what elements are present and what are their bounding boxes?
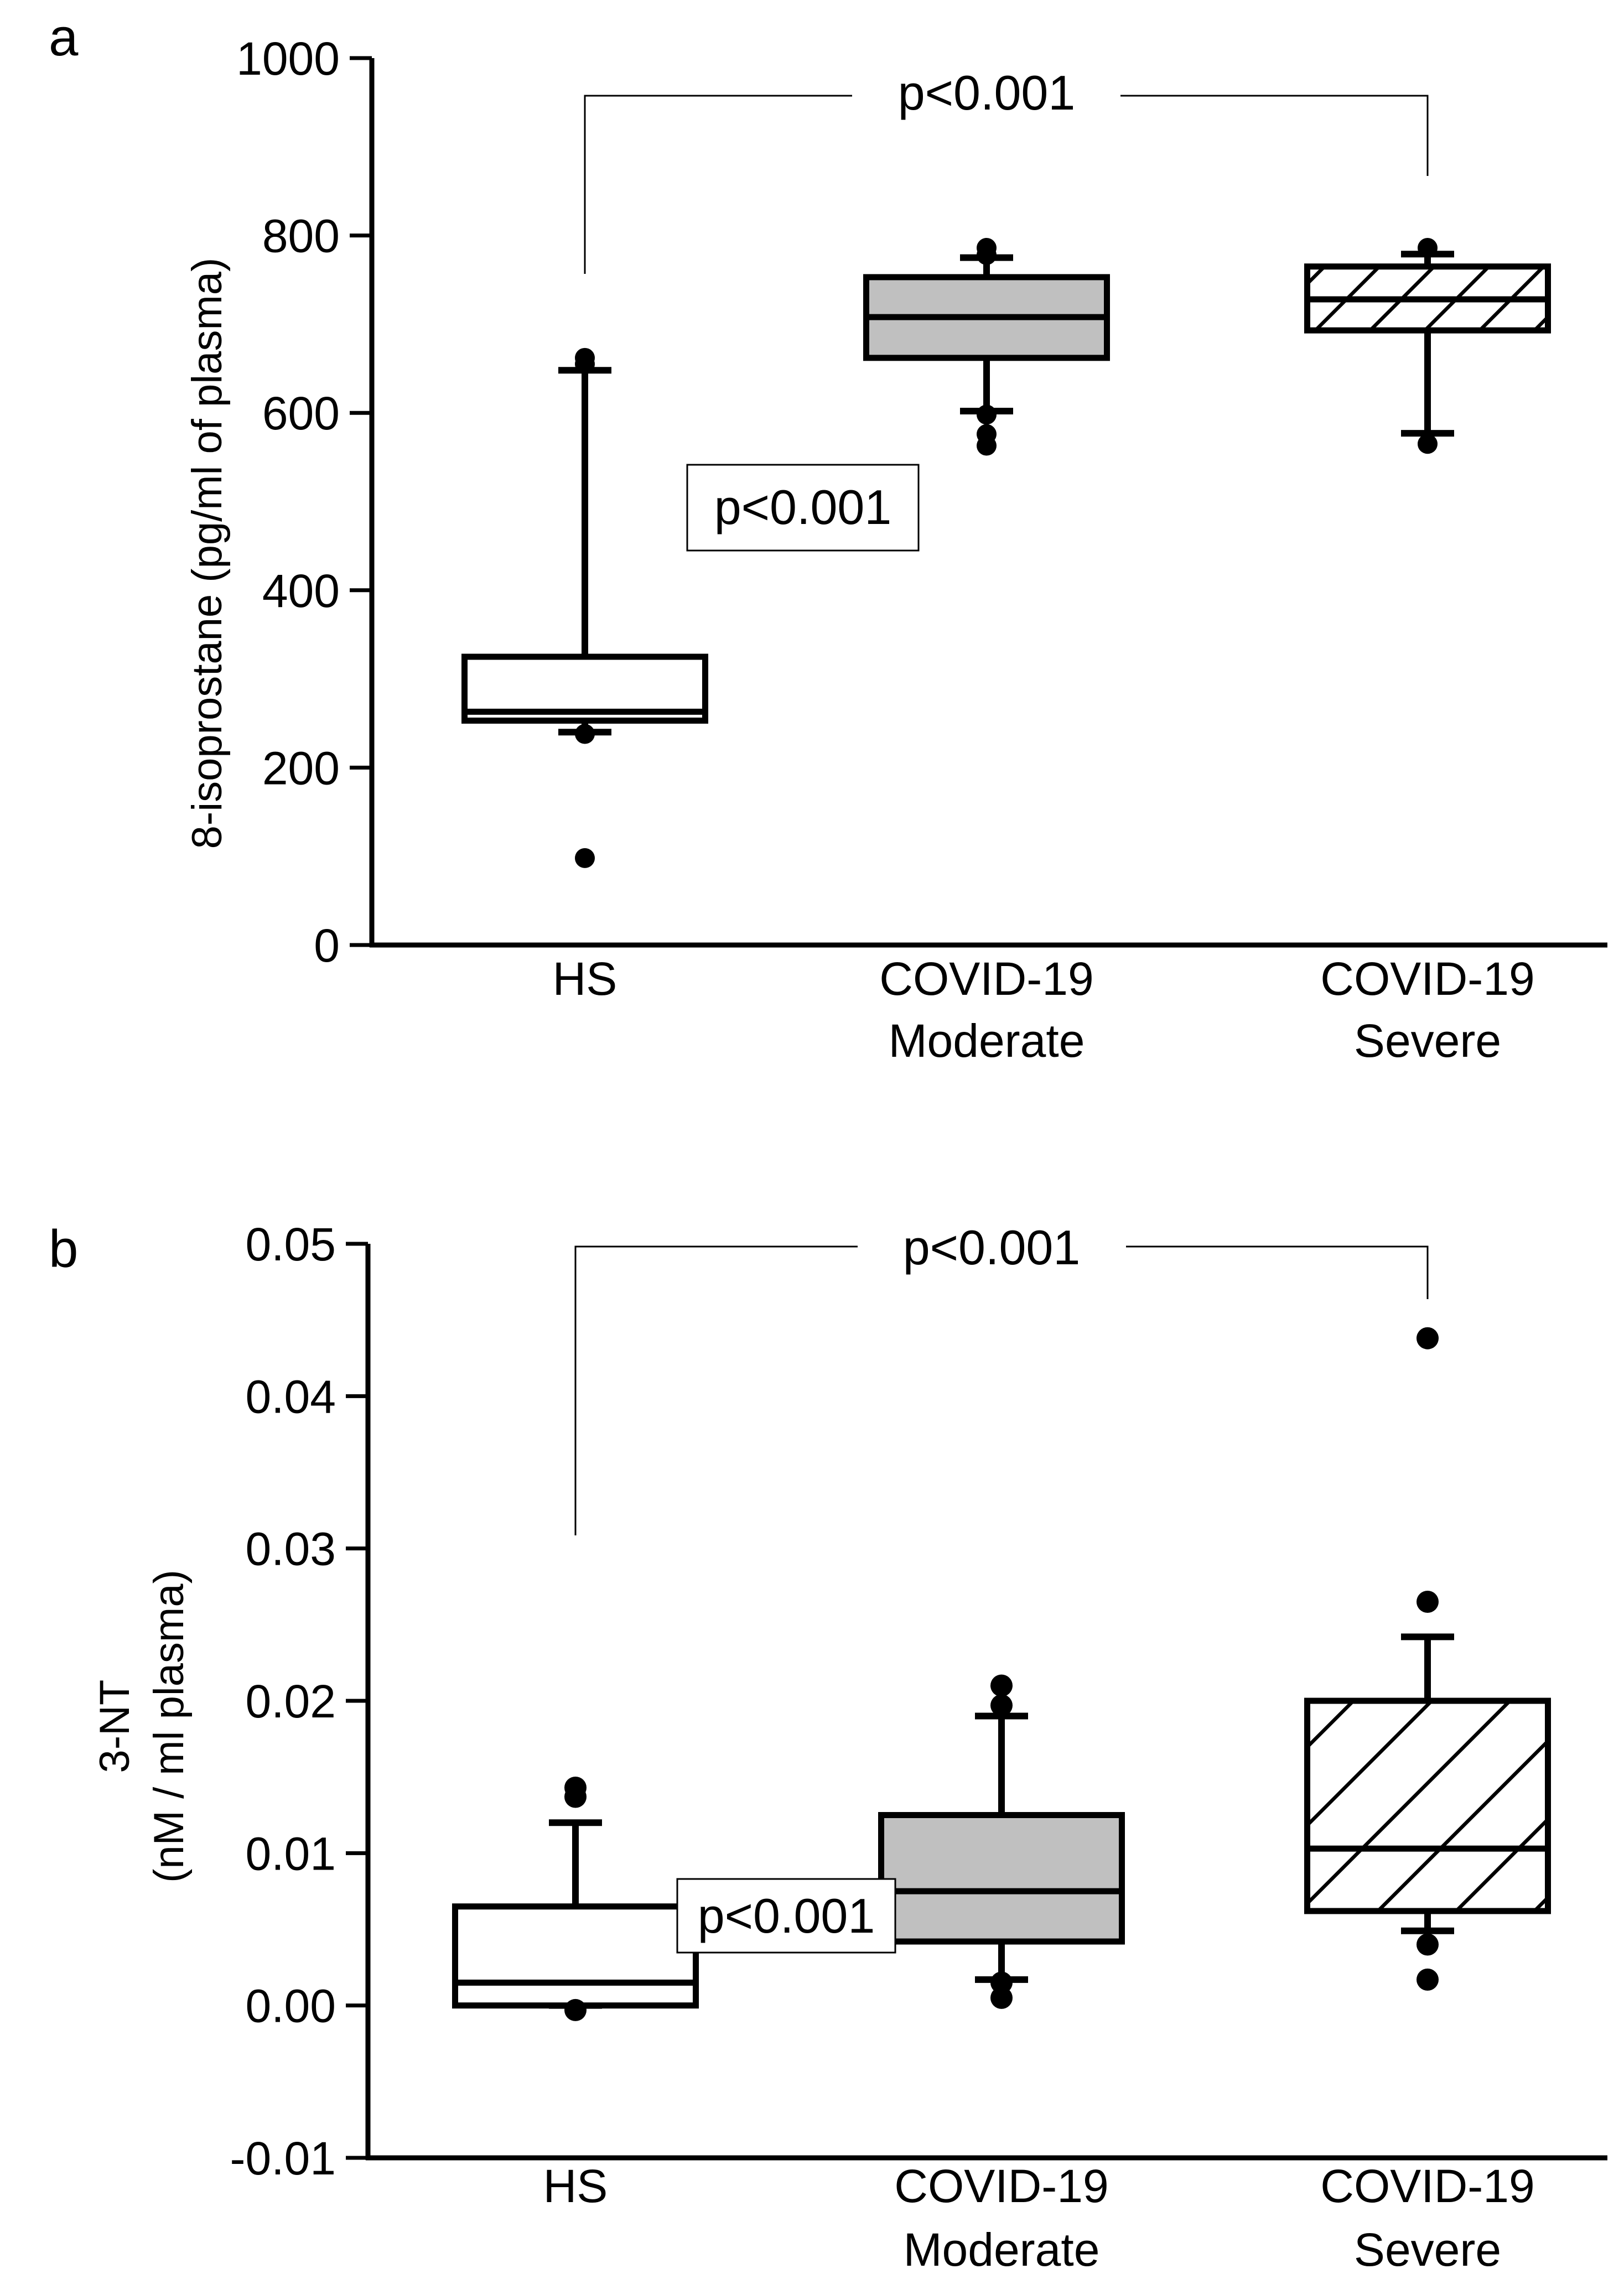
y-axis-title: 8-isoprostane (pg/ml of plasma) [184,258,231,849]
y-tick-label: 0.00 [246,1980,336,2032]
outlier-point [977,424,997,444]
y-tick-label: 200 [262,742,340,794]
outlier-point [575,347,595,368]
p-value-box [676,1878,896,1954]
panel-a: a 0 200 400 600 800 1000 8-isoprostane (pg/ml o… [49,8,1607,1067]
y-tick-label: 0.05 [246,1218,336,1270]
panel-letter: b [49,1219,78,1279]
outlier-point [575,848,595,868]
iqr-box [878,1812,1125,1945]
outlier-point [1417,1933,1439,1956]
bracket-p-value: p<0.001 [898,65,1076,120]
outlier-point [990,1971,1013,1994]
y-tick-label: 800 [262,210,340,262]
y-tick-label: -0.01 [230,2132,336,2184]
outlier-point [1418,238,1438,258]
boxed-p-value: p<0.001 [698,1888,875,1943]
box-2 [1304,1327,1551,1991]
box-0 [461,347,708,868]
y-tick-label: 600 [262,387,340,439]
outlier-point [1417,1327,1439,1349]
y-axis-title: 3-NT [91,1680,138,1773]
outlier-point [1417,1591,1439,1613]
box-2 [1304,238,1551,454]
panel-b: b -0.01 0.00 0.01 0.02 0.03 0.04 0.05 3-NT (nM / … [49,1218,1607,2276]
significance-bracket-left [584,95,852,274]
x-category-label: COVID-19 [1320,953,1534,1005]
x-category-label: Severe [1354,2224,1501,2276]
x-category-label: Moderate [889,1015,1085,1067]
outlier-point [575,724,595,744]
x-category-label: COVID-19 [1320,2160,1534,2212]
p-value-box [686,464,920,552]
x-category-label: HS [543,2160,608,2212]
outlier-point [990,1986,1013,2009]
box-1 [878,1674,1125,2009]
x-category-label: Moderate [904,2224,1100,2276]
box-1 [863,238,1110,456]
x-category-label: Severe [1354,1015,1501,1067]
y-tick-label: 0.03 [246,1523,336,1575]
x-category-label: COVID-19 [894,2160,1108,2212]
outlier-point [990,1674,1013,1697]
boxed-p-value: p<0.001 [714,480,892,534]
y-tick-label: 0.02 [246,1675,336,1727]
panel-letter: a [49,8,79,67]
bracket-p-value: p<0.001 [903,1220,1081,1275]
significance-bracket-right [1120,95,1429,176]
outlier-point [977,238,997,258]
outlier-point [1417,1968,1439,1991]
outlier-point [564,1776,587,1799]
y-tick-label: 1000 [236,33,340,85]
iqr-box [452,1903,699,2009]
outlier-point [1418,434,1438,454]
outlier-point [990,1694,1013,1717]
y-axis-title: (nM / ml plasma) [146,1570,193,1883]
outlier-point [564,1998,587,2021]
y-tick-label: 400 [262,565,340,617]
y-tick-label: 0.01 [246,1828,336,1880]
significance-bracket-left [574,1245,858,1535]
x-category-label: COVID-19 [879,953,1093,1005]
x-category-label: HS [553,953,618,1005]
y-tick-label: 0 [314,920,340,972]
box-0 [452,1776,699,2021]
iqr-box [1304,1697,1551,1914]
y-tick-label: 0.04 [246,1370,336,1423]
significance-bracket-right [1126,1245,1429,1299]
outlier-point [977,404,997,425]
